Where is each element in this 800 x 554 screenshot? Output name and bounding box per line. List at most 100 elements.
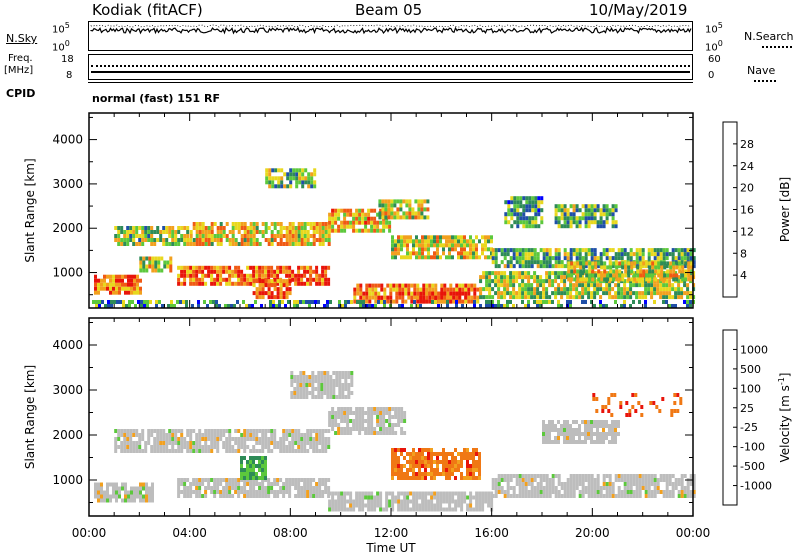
velocity-cell: [326, 379, 330, 383]
power-cell: [243, 277, 247, 282]
power-cell: [294, 273, 298, 278]
velocity-cell: [180, 449, 184, 453]
power-cell: [321, 238, 325, 242]
power-cell: [627, 273, 631, 278]
power-cell: [144, 230, 148, 234]
power-cell: [464, 283, 468, 288]
power-cell: [575, 216, 579, 221]
velocity-cell: [629, 474, 633, 478]
power-cell: [484, 247, 487, 252]
power-cell: [219, 281, 223, 286]
power-cell: [291, 230, 295, 234]
velocity-cell: [466, 468, 469, 472]
power-cell: [373, 216, 377, 221]
velocity-cell: [599, 424, 602, 428]
power-cell: [542, 256, 546, 261]
velocity-cell: [340, 491, 344, 496]
velocity-cell: [159, 449, 163, 453]
velocity-cell: [355, 423, 359, 427]
power-cell: [390, 207, 394, 212]
power-cell: [507, 212, 511, 217]
power-cell: [537, 204, 541, 209]
velocity-cell: [249, 429, 253, 433]
power-cell: [473, 287, 477, 292]
power-cell: [590, 295, 594, 300]
velocity-cell: [626, 490, 630, 494]
power-cell: [678, 265, 682, 270]
velocity-cell: [626, 494, 630, 498]
power-cell: [620, 248, 624, 253]
velocity-cell: [581, 482, 585, 486]
velocity-cell: [261, 445, 265, 449]
power-cell: [503, 283, 507, 288]
power-cell: [665, 300, 668, 304]
power-cell: [169, 256, 173, 261]
velocity-cell: [358, 427, 362, 431]
power-cell: [506, 252, 510, 257]
velocity-cell: [323, 383, 327, 387]
velocity-cell: [267, 429, 271, 433]
velocity-cell: [692, 482, 696, 486]
power-cell: [587, 287, 591, 292]
velocity-cell: [338, 395, 342, 399]
power-cell: [255, 291, 259, 296]
power-cell: [94, 278, 97, 283]
power-cell: [219, 277, 223, 282]
power-cell: [572, 252, 576, 257]
velocity-cell: [264, 441, 268, 445]
velocity-cell: [204, 445, 208, 449]
velocity-cell: [433, 503, 437, 508]
velocity-cell: [619, 405, 623, 409]
power-cell: [557, 275, 561, 280]
velocity-cell: [569, 428, 572, 432]
velocity-cell: [306, 437, 310, 441]
power-cell: [509, 279, 513, 284]
velocity-cell: [590, 474, 594, 478]
power-cell: [437, 304, 440, 308]
power-cell: [572, 283, 576, 288]
power-cell: [423, 199, 427, 204]
power-cell: [611, 264, 615, 269]
power-cell: [500, 283, 504, 288]
power-cell: [406, 235, 409, 240]
power-cell: [156, 226, 160, 230]
velocity-cell: [344, 379, 348, 383]
power-cell: [521, 256, 525, 261]
power-cell: [539, 295, 543, 300]
power-cell: [503, 291, 507, 296]
power-cell: [392, 299, 396, 304]
velocity-cell: [490, 503, 494, 508]
power-cell: [191, 304, 194, 308]
velocity-cell: [219, 433, 223, 437]
velocity-cell: [303, 437, 307, 441]
velocity-cell: [201, 449, 205, 453]
velocity-cell: [400, 452, 403, 456]
power-cell: [548, 271, 552, 276]
velocity-cell: [141, 449, 145, 453]
power-cell: [614, 220, 618, 225]
velocity-cell: [611, 482, 615, 486]
velocity-cell: [240, 456, 243, 460]
power-cell: [289, 172, 293, 177]
power-cell: [537, 196, 541, 201]
velocity-cell: [290, 391, 294, 395]
power-cell: [448, 255, 451, 260]
power-cell: [249, 273, 253, 278]
velocity-cell: [655, 405, 659, 409]
velocity-cell: [252, 486, 256, 490]
power-cell: [641, 256, 645, 261]
power-cell: [487, 239, 490, 244]
velocity-cell: [503, 494, 507, 498]
power-cell: [288, 222, 292, 226]
power-cell: [142, 260, 146, 265]
velocity-cell: [201, 433, 205, 437]
velocity-cell: [228, 429, 232, 433]
power-cell: [457, 243, 460, 248]
velocity-cell: [665, 490, 669, 494]
power-cell: [367, 228, 371, 233]
velocity-cell: [255, 476, 258, 480]
power-cell: [343, 208, 347, 213]
velocity-cell: [430, 472, 433, 476]
velocity-cell: [637, 401, 641, 405]
power-colorbar-tick-label: 28: [740, 138, 754, 151]
